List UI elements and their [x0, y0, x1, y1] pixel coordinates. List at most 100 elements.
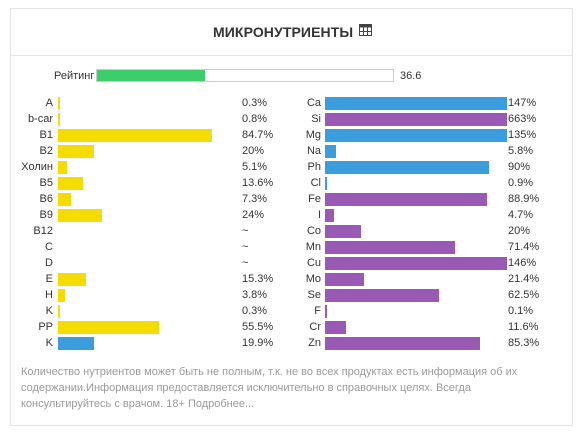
- rating-value: 36.6: [400, 70, 422, 82]
- right-nutrient-row: Se 62.5%: [11, 288, 571, 304]
- left-nutrient-row: D ~: [11, 256, 571, 272]
- rating-bar: [96, 69, 394, 82]
- nutrient-value: ~: [242, 257, 249, 269]
- nutrient-label: Mo: [305, 273, 321, 285]
- nutrient-value: 90%: [508, 161, 531, 173]
- nutrient-label: B12: [33, 225, 53, 237]
- right-nutrient-row: Si 663%: [11, 112, 571, 128]
- nutrient-label: Cr: [309, 321, 321, 333]
- nutrient-bar: [58, 193, 72, 206]
- left-nutrient-row: H 3.8%: [11, 288, 571, 304]
- left-nutrient-row: E 15.3%: [11, 272, 571, 288]
- nutrient-label: I: [317, 209, 321, 221]
- nutrient-value: 0.1%: [508, 305, 534, 317]
- nutrient-label: A: [45, 97, 53, 109]
- nutrient-label: Fe: [308, 193, 321, 205]
- nutrient-value: 146%: [508, 257, 537, 269]
- nutrient-bar: [58, 289, 65, 302]
- left-nutrient-row: B1 84.7%: [11, 128, 571, 144]
- left-nutrient-row: K 0.3%: [11, 304, 571, 320]
- nutrient-bar: [325, 273, 364, 286]
- nutrient-value: 3.8%: [242, 289, 268, 301]
- nutrient-value: 0.8%: [242, 113, 268, 125]
- card-header: МИКРОНУТРИЕНТЫ: [11, 9, 572, 56]
- nutrient-label: Mn: [305, 241, 321, 253]
- nutrient-label: K: [45, 337, 53, 349]
- nutrient-value: 4.7%: [508, 209, 534, 221]
- nutrient-bar: [325, 113, 507, 126]
- nutrient-value: ~: [242, 241, 249, 253]
- nutrient-bar: [325, 209, 334, 222]
- nutrient-value: 85.3%: [508, 337, 540, 349]
- left-nutrient-row: b-car 0.8%: [11, 112, 571, 128]
- disclaimer-text: Количество нутриентов может быть не полн…: [21, 366, 518, 410]
- right-nutrient-row: Ca 147%: [11, 96, 571, 112]
- nutrient-bar: [58, 321, 159, 334]
- nutrient-label: Si: [311, 113, 321, 125]
- nutrient-bar: [58, 113, 60, 126]
- nutrient-value: 13.6%: [242, 177, 274, 189]
- nutrient-bar: [58, 337, 95, 350]
- table-icon[interactable]: [359, 24, 372, 36]
- nutrient-bar: [325, 129, 507, 142]
- left-nutrient-row: B9 24%: [11, 208, 571, 224]
- left-nutrient-row: A 0.3%: [11, 96, 571, 112]
- right-nutrient-row: Co 20%: [11, 224, 571, 240]
- left-nutrient-row: Холин 5.1%: [11, 160, 571, 176]
- rating-label: Рейтинг: [54, 70, 95, 82]
- nutrient-bar: [325, 193, 487, 206]
- nutrient-label: Ca: [306, 97, 321, 109]
- nutrient-bar: [325, 289, 439, 302]
- left-nutrient-row: B6 7.3%: [11, 192, 571, 208]
- left-nutrient-row: B2 20%: [11, 144, 571, 160]
- nutrient-bar: [325, 241, 455, 254]
- left-nutrient-row: PP 55.5%: [11, 320, 571, 336]
- nutrient-value: 11.6%: [508, 321, 539, 333]
- nutrient-bar: [58, 161, 68, 174]
- nutrient-label: Co: [306, 225, 321, 237]
- nutrient-bar: [325, 257, 507, 270]
- right-nutrient-row: F 0.1%: [11, 304, 571, 320]
- nutrient-bar: [325, 337, 481, 350]
- nutrient-bar: [58, 129, 213, 142]
- nutrient-label: Mg: [305, 129, 321, 141]
- right-nutrient-row: Na 5.8%: [11, 144, 571, 160]
- nutrient-value: 55.5%: [242, 321, 274, 333]
- nutrient-value: 24%: [242, 209, 265, 221]
- nutrient-value: 135%: [508, 129, 537, 141]
- nutrient-label: B5: [39, 177, 53, 189]
- nutrient-label: D: [45, 257, 53, 269]
- nutrient-value: 20%: [508, 225, 531, 237]
- nutrient-label: B1: [39, 129, 53, 141]
- right-nutrient-row: Mn 71.4%: [11, 240, 571, 256]
- nutrient-value: 663%: [508, 113, 537, 125]
- card-title: МИКРОНУТРИЕНТЫ: [213, 24, 354, 40]
- right-nutrient-row: Cu 146%: [11, 256, 571, 272]
- nutrient-value: 5.8%: [508, 145, 534, 157]
- nutrient-bar: [58, 145, 95, 158]
- nutrient-bar: [325, 321, 347, 334]
- nutrient-value: 19.9%: [242, 337, 274, 349]
- nutrient-value: 15.3%: [242, 273, 274, 285]
- nutrient-value: 0.9%: [508, 177, 534, 189]
- micronutrients-card: МИКРОНУТРИЕНТЫ Рейтинг 36.6 A 0.3% b-car 0.…: [10, 8, 573, 426]
- nutrient-label: H: [45, 289, 53, 301]
- rating-bar-fill: [97, 70, 206, 81]
- nutrient-label: PP: [38, 321, 53, 333]
- nutrient-bar: [58, 305, 60, 318]
- nutrient-value: 84.7%: [242, 129, 274, 141]
- right-nutrient-row: Zn 85.3%: [11, 336, 571, 352]
- nutrient-label: Ph: [307, 161, 321, 173]
- right-nutrient-row: Mg 135%: [11, 128, 571, 144]
- nutrient-value: 88.9%: [508, 193, 540, 205]
- right-nutrient-row: Ph 90%: [11, 160, 571, 176]
- left-nutrient-row: B12 ~: [11, 224, 571, 240]
- left-nutrient-row: K 19.9%: [11, 336, 571, 352]
- nutrient-value: 7.3%: [242, 193, 268, 205]
- right-nutrient-row: I 4.7%: [11, 208, 571, 224]
- nutrient-label: Cl: [310, 177, 321, 189]
- nutrient-label: B6: [39, 193, 53, 205]
- nutrient-bar: [325, 161, 489, 174]
- nutrient-label: K: [45, 305, 53, 317]
- nutrient-label: B2: [39, 145, 53, 157]
